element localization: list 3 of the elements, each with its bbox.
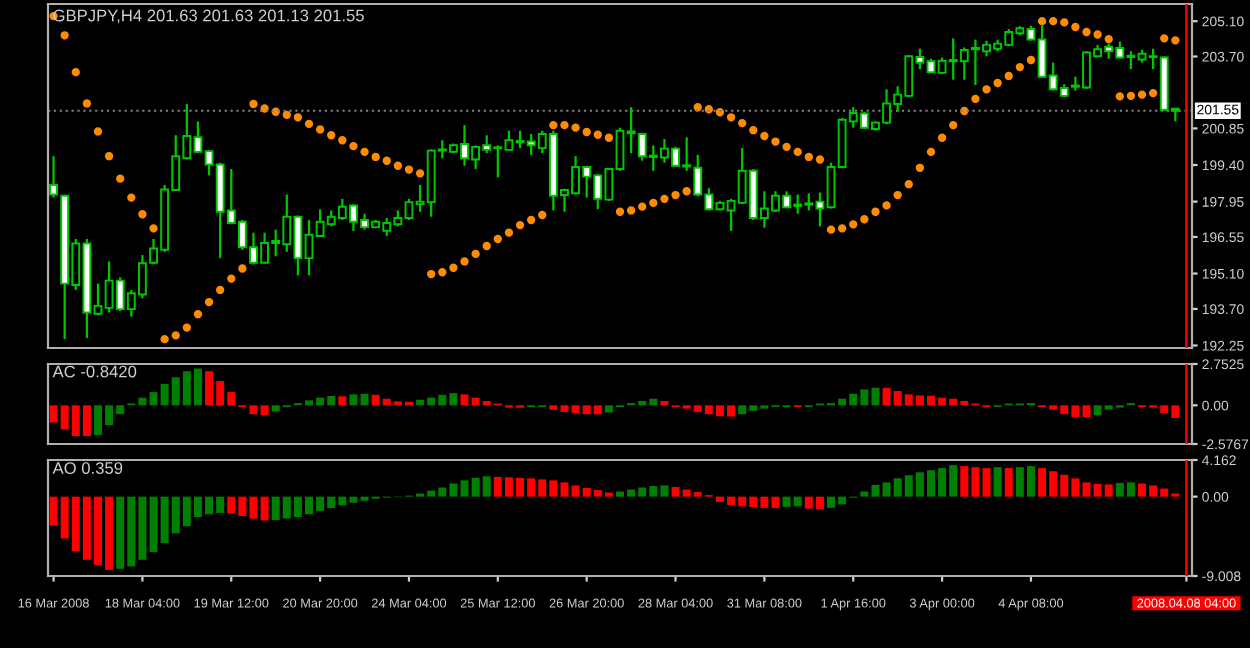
chart-title: GBPJPY,H4 201.63 201.63 201.13 201.55 [53,9,364,24]
chart-title: AO 0.359 [52,462,123,474]
chart-title: AC -0.8420 [52,365,137,378]
